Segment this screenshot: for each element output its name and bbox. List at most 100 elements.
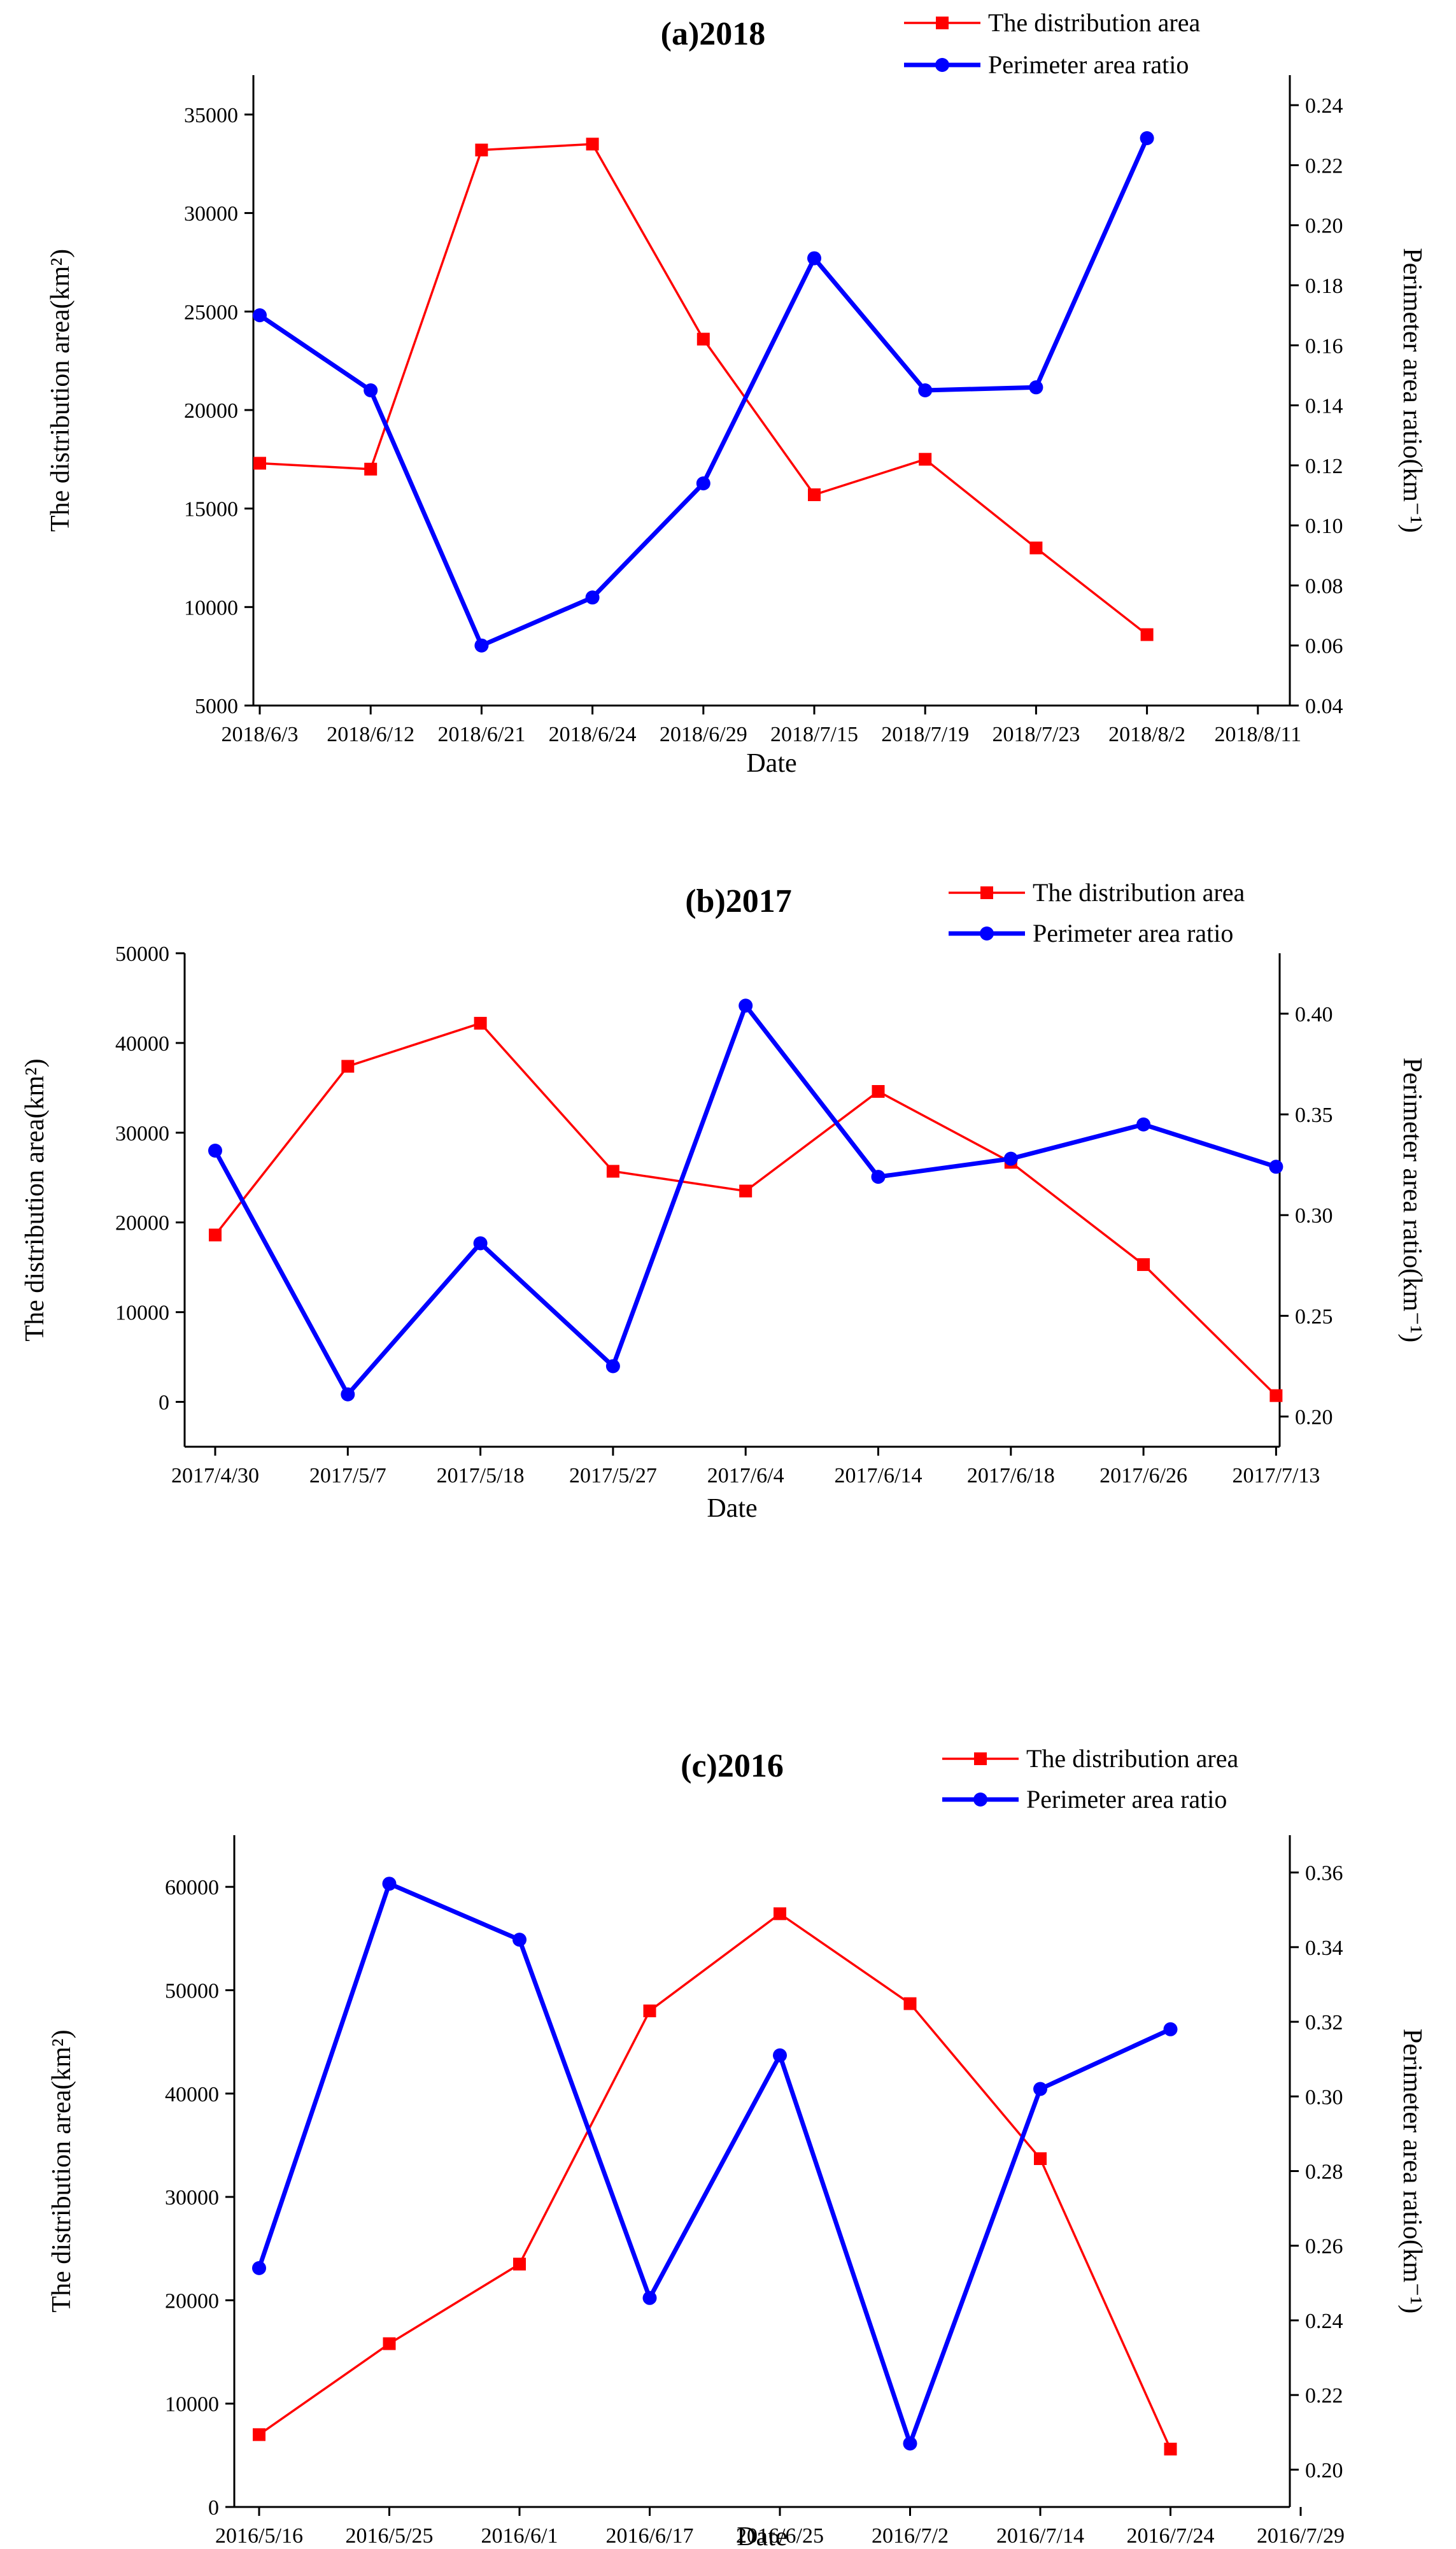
chart-0: 5000 10000 15000 20000 25000 30000 35000 0.04 0.… bbox=[46, 8, 1427, 778]
x-tick-label: 2018/7/23 bbox=[992, 723, 1080, 746]
ratio-point bbox=[585, 590, 600, 605]
right-tick-label: 0.32 bbox=[1305, 2011, 1343, 2034]
legend-marker bbox=[973, 1793, 987, 1807]
right-tick-label: 0.06 bbox=[1305, 635, 1343, 658]
left-tick-label: 40000 bbox=[115, 1032, 169, 1056]
right-tick-label: 0.40 bbox=[1295, 1003, 1333, 1026]
ratio-point bbox=[512, 1933, 527, 1947]
x-axis-title: Date bbox=[746, 749, 796, 778]
right-tick-label: 0.28 bbox=[1305, 2161, 1343, 2184]
x-tick-label: 2018/7/15 bbox=[770, 723, 858, 746]
legend-label: Perimeter area ratio bbox=[1026, 1785, 1227, 1814]
area-point bbox=[1269, 1389, 1283, 1402]
x-tick-label: 2018/8/11 bbox=[1214, 723, 1301, 746]
left-axis-title: The distribution area(km²) bbox=[47, 2029, 76, 2312]
right-tick-label: 0.18 bbox=[1305, 274, 1343, 298]
series-line-ratio bbox=[257, 1880, 1171, 2450]
right-tick-label: 0.34 bbox=[1305, 1936, 1343, 1960]
left-tick-label: 60000 bbox=[165, 1876, 219, 1899]
left-tick-label: 10000 bbox=[184, 596, 238, 620]
right-tick-label: 0.20 bbox=[1305, 215, 1343, 238]
right-tick-label: 0.36 bbox=[1305, 1862, 1343, 1885]
left-tick-label: 25000 bbox=[184, 301, 238, 324]
right-tick-label: 0.25 bbox=[1295, 1305, 1333, 1328]
area-point bbox=[586, 138, 599, 151]
chart-2: 0 10000 20000 30000 40000 50000 60000 0.20 0.22 0… bbox=[47, 1744, 1427, 2549]
area-point bbox=[475, 143, 488, 157]
area-point bbox=[209, 1228, 222, 1242]
ratio-point bbox=[807, 251, 821, 266]
ratio-point bbox=[382, 1877, 397, 1891]
left-tick-label: 40000 bbox=[165, 2083, 219, 2106]
area-point bbox=[696, 332, 710, 346]
legend-marker bbox=[936, 17, 949, 29]
ratio-point bbox=[473, 1236, 488, 1251]
legend-label: Perimeter area ratio bbox=[988, 50, 1189, 79]
area-point bbox=[774, 1907, 786, 1921]
right-tick-label: 0.08 bbox=[1305, 574, 1343, 598]
left-tick-label: 20000 bbox=[115, 1212, 169, 1235]
x-tick-label: 2016/6/25 bbox=[736, 2524, 824, 2548]
left-tick-label: 30000 bbox=[115, 1122, 169, 1146]
legend-label: The distribution area bbox=[988, 8, 1200, 37]
area-point bbox=[606, 1165, 619, 1178]
right-tick-label: 0.22 bbox=[1305, 2384, 1343, 2408]
x-tick-label: 2017/7/13 bbox=[1232, 1464, 1320, 1488]
area-point bbox=[739, 1184, 753, 1198]
left-tick-label: 15000 bbox=[184, 498, 238, 522]
ratio-point bbox=[605, 1359, 620, 1374]
legend-marker bbox=[980, 886, 993, 899]
right-axis-title: Perimeter area ratio(km⁻¹) bbox=[1397, 1058, 1427, 1343]
chart-1: 0 10000 20000 30000 40000 50000 0.20 0.25 0.30 0.… bbox=[20, 878, 1427, 1523]
ratio-point bbox=[1140, 131, 1154, 145]
area-point bbox=[643, 2004, 656, 2017]
x-axis-title: Date bbox=[707, 1494, 757, 1523]
x-tick-label: 2017/4/30 bbox=[171, 1464, 259, 1488]
x-tick-label: 2018/7/19 bbox=[881, 723, 969, 746]
area-point bbox=[1137, 1258, 1150, 1271]
area-point bbox=[253, 2428, 265, 2441]
right-tick-label: 0.20 bbox=[1295, 1406, 1333, 1430]
right-tick-label: 0.14 bbox=[1305, 395, 1343, 418]
right-tick-label: 0.16 bbox=[1305, 334, 1343, 358]
chart-title: (a)2018 bbox=[661, 16, 766, 52]
ratio-point bbox=[1003, 1151, 1018, 1166]
legend-label: The distribution area bbox=[1033, 878, 1245, 907]
legend-marker bbox=[974, 1752, 987, 1765]
area-point bbox=[1140, 628, 1154, 641]
area-point bbox=[513, 2257, 526, 2271]
right-tick-label: 0.35 bbox=[1295, 1104, 1333, 1127]
ratio-point bbox=[903, 2436, 917, 2451]
right-tick-label: 0.20 bbox=[1305, 2459, 1343, 2482]
legend-label: Perimeter area ratio bbox=[1033, 919, 1233, 948]
left-tick-label: 0 bbox=[159, 1391, 169, 1415]
right-tick-label: 0.22 bbox=[1305, 154, 1343, 178]
x-tick-label: 2016/6/17 bbox=[606, 2524, 694, 2548]
x-tick-label: 2016/5/16 bbox=[215, 2524, 303, 2548]
area-point bbox=[1034, 2152, 1047, 2166]
x-axis-title: Date bbox=[737, 2522, 787, 2549]
right-tick-label: 0.10 bbox=[1305, 515, 1343, 538]
ratio-point bbox=[253, 308, 267, 323]
chart-title: (c)2016 bbox=[681, 1748, 784, 1784]
area-point bbox=[872, 1085, 885, 1098]
left-axis-title: The distribution area(km²) bbox=[20, 1058, 50, 1341]
ratio-point bbox=[773, 2048, 787, 2063]
area-point bbox=[474, 1016, 487, 1030]
x-tick-label: 2017/5/27 bbox=[569, 1464, 657, 1488]
ratio-point bbox=[364, 383, 378, 397]
area-point bbox=[341, 1060, 355, 1073]
right-tick-label: 0.24 bbox=[1305, 2310, 1343, 2333]
x-tick-label: 2017/6/18 bbox=[967, 1464, 1055, 1488]
x-tick-label: 2016/7/29 bbox=[1257, 2524, 1345, 2548]
x-tick-label: 2018/6/29 bbox=[660, 723, 747, 746]
left-tick-label: 10000 bbox=[165, 2393, 219, 2417]
right-tick-label: 0.26 bbox=[1305, 2235, 1343, 2259]
ratio-point bbox=[642, 2290, 657, 2305]
area-point bbox=[919, 453, 932, 466]
x-tick-label: 2017/6/14 bbox=[835, 1464, 922, 1488]
left-tick-label: 0 bbox=[208, 2496, 219, 2520]
right-tick-label: 0.04 bbox=[1305, 695, 1343, 718]
left-tick-label: 35000 bbox=[184, 104, 238, 127]
